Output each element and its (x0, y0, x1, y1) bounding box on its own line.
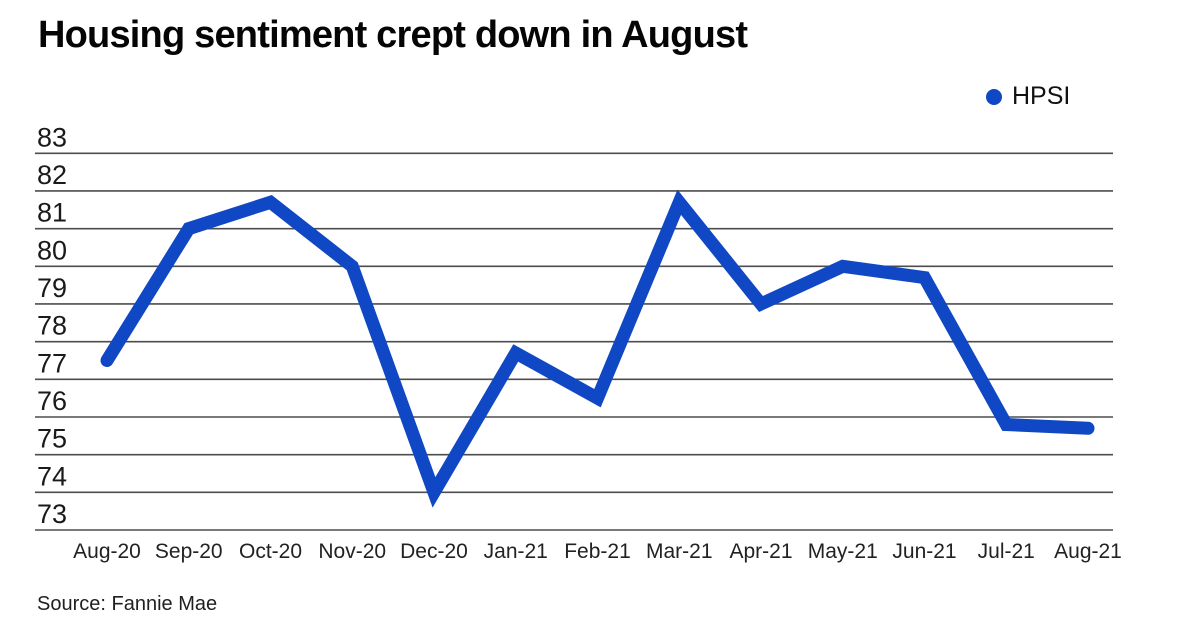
y-tick-label: 82 (37, 160, 67, 190)
x-tick-label: Jan-21 (484, 540, 548, 563)
y-tick-label: 83 (37, 122, 67, 152)
y-tick-label: 78 (37, 311, 67, 341)
legend-marker-dot-icon (986, 88, 1002, 105)
x-tick-label: Feb-21 (564, 540, 631, 563)
y-tick-label: 75 (37, 424, 67, 454)
hpsi-series-line (100, 189, 1095, 508)
y-tick-label: 73 (37, 499, 67, 529)
x-tick-label: May-21 (808, 540, 878, 563)
y-tick-label: 74 (37, 461, 67, 491)
x-tick-label: Mar-21 (646, 540, 713, 563)
y-tick-label: 76 (37, 386, 67, 416)
x-tick-label: Nov-20 (318, 540, 386, 563)
x-tick-label: Oct-20 (239, 540, 302, 563)
x-tick-label: Dec-20 (400, 540, 468, 563)
y-tick-label: 80 (37, 235, 67, 265)
x-tick-label: Sep-20 (155, 540, 223, 563)
x-tick-label: Aug-21 (1054, 540, 1122, 563)
y-tick-label: 77 (37, 348, 67, 378)
gridlines (35, 152, 1113, 531)
legend-series-label: HPSI (1012, 82, 1071, 110)
y-tick-label: 79 (37, 273, 67, 303)
y-tick-label: 81 (37, 198, 67, 228)
legend: HPSI (986, 84, 1070, 109)
chart-title: Housing sentiment crept down in August (38, 14, 748, 56)
x-tick-label: Jun-21 (892, 540, 956, 563)
y-axis-labels: 73 74 75 76 77 78 79 80 81 82 83 (37, 122, 67, 529)
source-attribution: Source: Fannie Mae (37, 593, 218, 615)
x-axis-labels: Aug-20 Sep-20 Oct-20 Nov-20 Dec-20 Jan-21 Feb-… (73, 540, 1122, 563)
x-tick-label: Aug-20 (73, 540, 141, 563)
x-tick-label: Jul-21 (978, 540, 1035, 563)
x-tick-label: Apr-21 (729, 540, 792, 563)
